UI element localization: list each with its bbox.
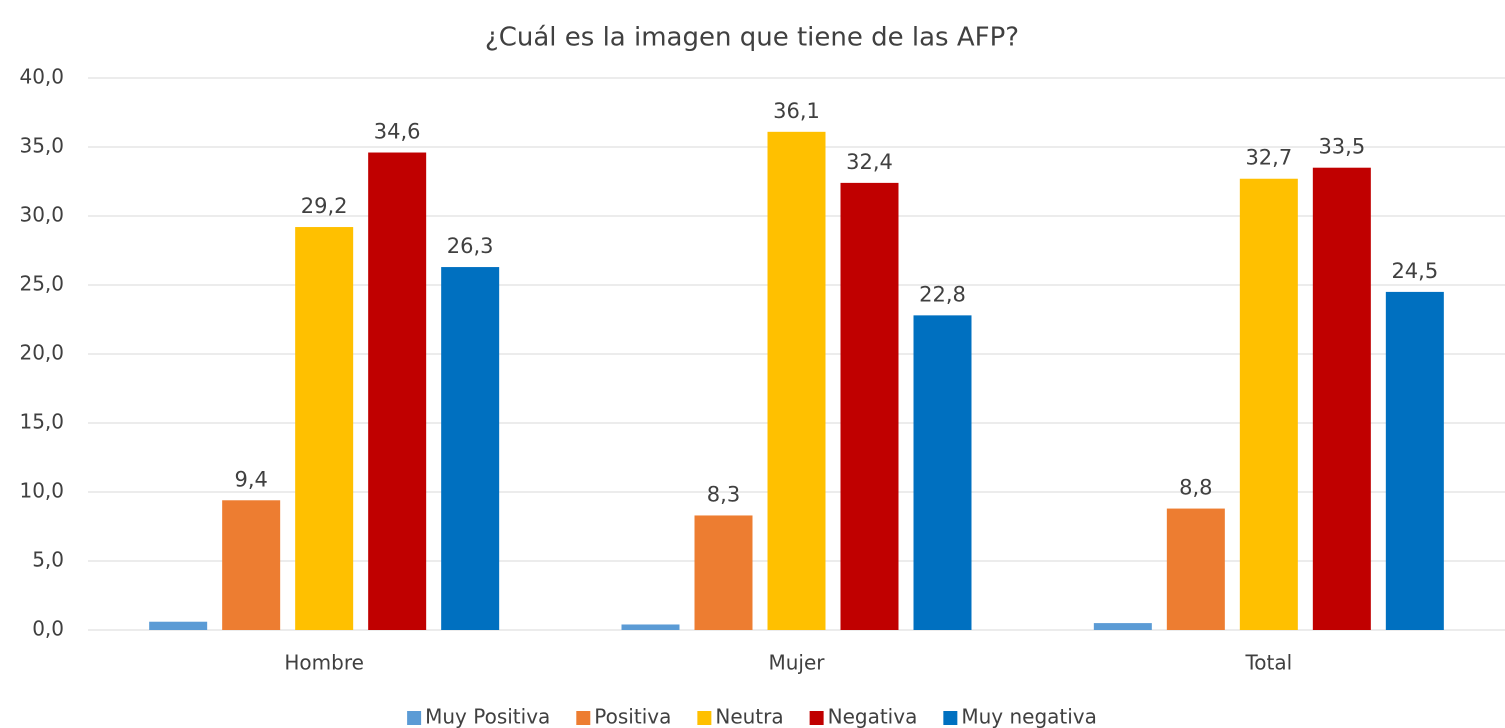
legend-swatch — [697, 711, 712, 725]
legend-label: Muy Positiva — [425, 705, 550, 728]
legend-swatch — [407, 711, 422, 725]
data-label: 22,8 — [919, 282, 966, 306]
y-tick-label: 25,0 — [19, 272, 64, 296]
bar — [913, 315, 972, 630]
bar — [767, 131, 826, 630]
data-label: 8,8 — [1179, 476, 1212, 500]
legend-swatch — [576, 711, 591, 725]
bar — [1239, 178, 1298, 631]
y-tick-label: 5,0 — [32, 548, 64, 572]
bar — [1385, 291, 1444, 630]
bar — [621, 624, 680, 630]
y-tick-label: 15,0 — [19, 410, 64, 434]
bar — [222, 500, 281, 630]
x-tick-label: Total — [1244, 651, 1292, 675]
legend-label: Neutra — [715, 705, 783, 728]
y-tick-label: 20,0 — [19, 341, 64, 365]
data-label: 9,4 — [234, 467, 267, 491]
data-label: 34,6 — [374, 120, 421, 144]
data-label: 29,2 — [301, 194, 348, 218]
y-tick-label: 10,0 — [19, 479, 64, 503]
bar — [1093, 623, 1152, 630]
x-tick-label: Hombre — [284, 651, 364, 675]
legend-label: Negativa — [828, 705, 918, 728]
data-label: 24,5 — [1391, 259, 1438, 283]
y-tick-label: 30,0 — [19, 203, 64, 227]
legend-label: Muy negativa — [961, 705, 1097, 728]
x-tick-label: Mujer — [768, 651, 825, 675]
y-tick-label: 40,0 — [19, 65, 64, 89]
y-tick-label: 0,0 — [32, 617, 64, 641]
data-label: 8,3 — [707, 482, 740, 506]
data-label: 33,5 — [1318, 135, 1365, 159]
bar — [441, 267, 500, 630]
legend-label: Positiva — [594, 705, 671, 728]
data-label: 36,1 — [773, 99, 820, 123]
legend-swatch — [943, 711, 958, 725]
chart-title: ¿Cuál es la imagen que tiene de las AFP? — [485, 23, 1019, 53]
data-label: 32,7 — [1245, 146, 1292, 170]
bar — [149, 621, 208, 630]
bar — [1312, 167, 1371, 630]
bar — [368, 152, 427, 630]
bar — [295, 227, 354, 631]
bar — [1166, 508, 1225, 630]
bar — [694, 515, 753, 630]
data-label: 26,3 — [447, 234, 494, 258]
data-label: 32,4 — [846, 150, 893, 174]
y-tick-label: 35,0 — [19, 134, 64, 158]
bar — [840, 182, 899, 630]
legend-swatch — [809, 711, 824, 725]
